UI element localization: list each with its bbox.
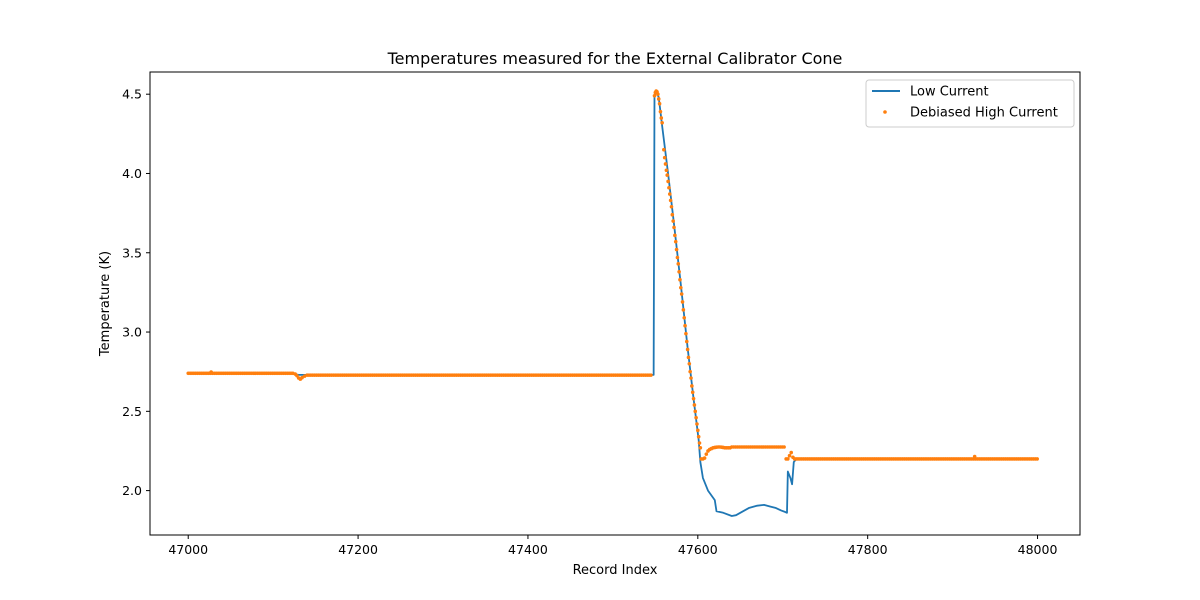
x-tick-label: 48000 xyxy=(1018,542,1058,557)
x-tick-label: 47600 xyxy=(678,542,718,557)
legend-entry-low-current: Low Current xyxy=(910,85,989,100)
x-tick-label: 47200 xyxy=(338,542,378,557)
scatter-point xyxy=(687,361,692,366)
scatter-point xyxy=(658,109,663,114)
scatter-point xyxy=(702,456,707,460)
scatter-point xyxy=(674,247,679,252)
scatter-point xyxy=(676,262,681,266)
y-tick-label: 4.5 xyxy=(122,87,142,102)
scatter-point xyxy=(690,384,694,388)
scatter-point xyxy=(688,369,692,374)
scatter-point xyxy=(697,441,702,445)
x-axis-label: Record Index xyxy=(573,563,658,578)
scatter-point xyxy=(656,92,660,96)
scatter-point xyxy=(692,403,697,407)
scatter-point xyxy=(972,454,977,459)
scatter-point xyxy=(668,198,673,203)
scatter-point xyxy=(667,192,672,196)
scatter-point xyxy=(657,101,662,106)
scatter-point xyxy=(679,285,683,290)
x-tick-label: 47400 xyxy=(508,542,548,557)
series-debiased-high-current xyxy=(186,89,1039,461)
legend-entry-debiased-high-current: Debiased High Current xyxy=(910,106,1058,121)
chart-title: Temperatures measured for the External C… xyxy=(387,49,843,68)
y-axis: 2.0 2.5 3.0 3.5 4.0 4.5 xyxy=(122,87,150,498)
scatter-point xyxy=(209,370,213,374)
scatter-point xyxy=(681,308,686,312)
scatter-point xyxy=(684,331,688,336)
scatter-point xyxy=(663,162,668,166)
scatter-point xyxy=(679,292,684,296)
plot-area xyxy=(186,89,1039,517)
x-tick-label: 47800 xyxy=(848,542,888,557)
scatter-point xyxy=(660,120,664,125)
scatter-point xyxy=(302,374,307,378)
scatter-point xyxy=(677,269,681,274)
scatter-point xyxy=(789,450,794,455)
scatter-point xyxy=(685,347,690,352)
y-tick-label: 3.0 xyxy=(122,325,142,340)
legend-marker-swatch xyxy=(883,110,887,114)
scatter-point xyxy=(673,239,678,244)
scatter-point xyxy=(680,300,685,304)
scatter-point xyxy=(686,355,691,360)
scatter-point xyxy=(671,219,675,223)
scatter-point xyxy=(673,233,677,238)
x-axis: 47000 47200 47400 47600 47800 48000 xyxy=(168,535,1057,557)
scatter-point xyxy=(662,147,666,152)
scatter-point xyxy=(691,396,696,401)
scatter-point xyxy=(649,373,653,377)
y-tick-label: 4.0 xyxy=(122,166,142,181)
plot-frame xyxy=(149,71,1081,536)
scatter-point xyxy=(666,179,670,184)
scatter-point xyxy=(696,434,701,439)
scatter-point xyxy=(664,168,669,173)
y-tick-label: 2.5 xyxy=(122,404,142,419)
scatter-point xyxy=(682,315,687,320)
y-tick-label: 3.5 xyxy=(122,245,142,260)
scatter-point xyxy=(1035,457,1039,461)
scatter-point xyxy=(675,255,680,260)
scatter-point xyxy=(696,428,700,433)
legend-box xyxy=(865,79,1075,128)
scatter-point xyxy=(794,457,799,461)
scatter-point xyxy=(667,185,671,190)
scatter-point xyxy=(704,452,709,456)
scatter-point xyxy=(656,97,661,101)
x-tick-label: 47000 xyxy=(168,542,208,557)
scatter-point xyxy=(670,212,675,217)
scatter-point xyxy=(694,415,698,420)
scatter-point xyxy=(782,445,786,449)
scatter-point xyxy=(728,445,732,450)
scatter-point xyxy=(684,339,689,344)
scatter-point xyxy=(665,173,670,177)
scatter-point xyxy=(787,453,792,458)
scatter-point xyxy=(695,422,699,426)
scatter-point xyxy=(689,376,693,380)
y-axis-label: Temperature (K) xyxy=(98,251,113,357)
scatter-point xyxy=(698,445,703,450)
legend: Low Current Debiased High Current xyxy=(865,79,1075,128)
scatter-point xyxy=(672,225,676,230)
scatter-point xyxy=(678,277,682,282)
scatter-point xyxy=(652,93,657,98)
scatter-point xyxy=(659,116,664,120)
y-tick-label: 2.0 xyxy=(122,483,142,498)
scatter-point xyxy=(683,323,687,328)
scatter-point xyxy=(786,457,790,461)
scatter-point xyxy=(690,390,695,395)
scatter-point xyxy=(669,204,674,209)
scatter-point xyxy=(693,409,698,414)
scatter-point xyxy=(662,155,667,160)
